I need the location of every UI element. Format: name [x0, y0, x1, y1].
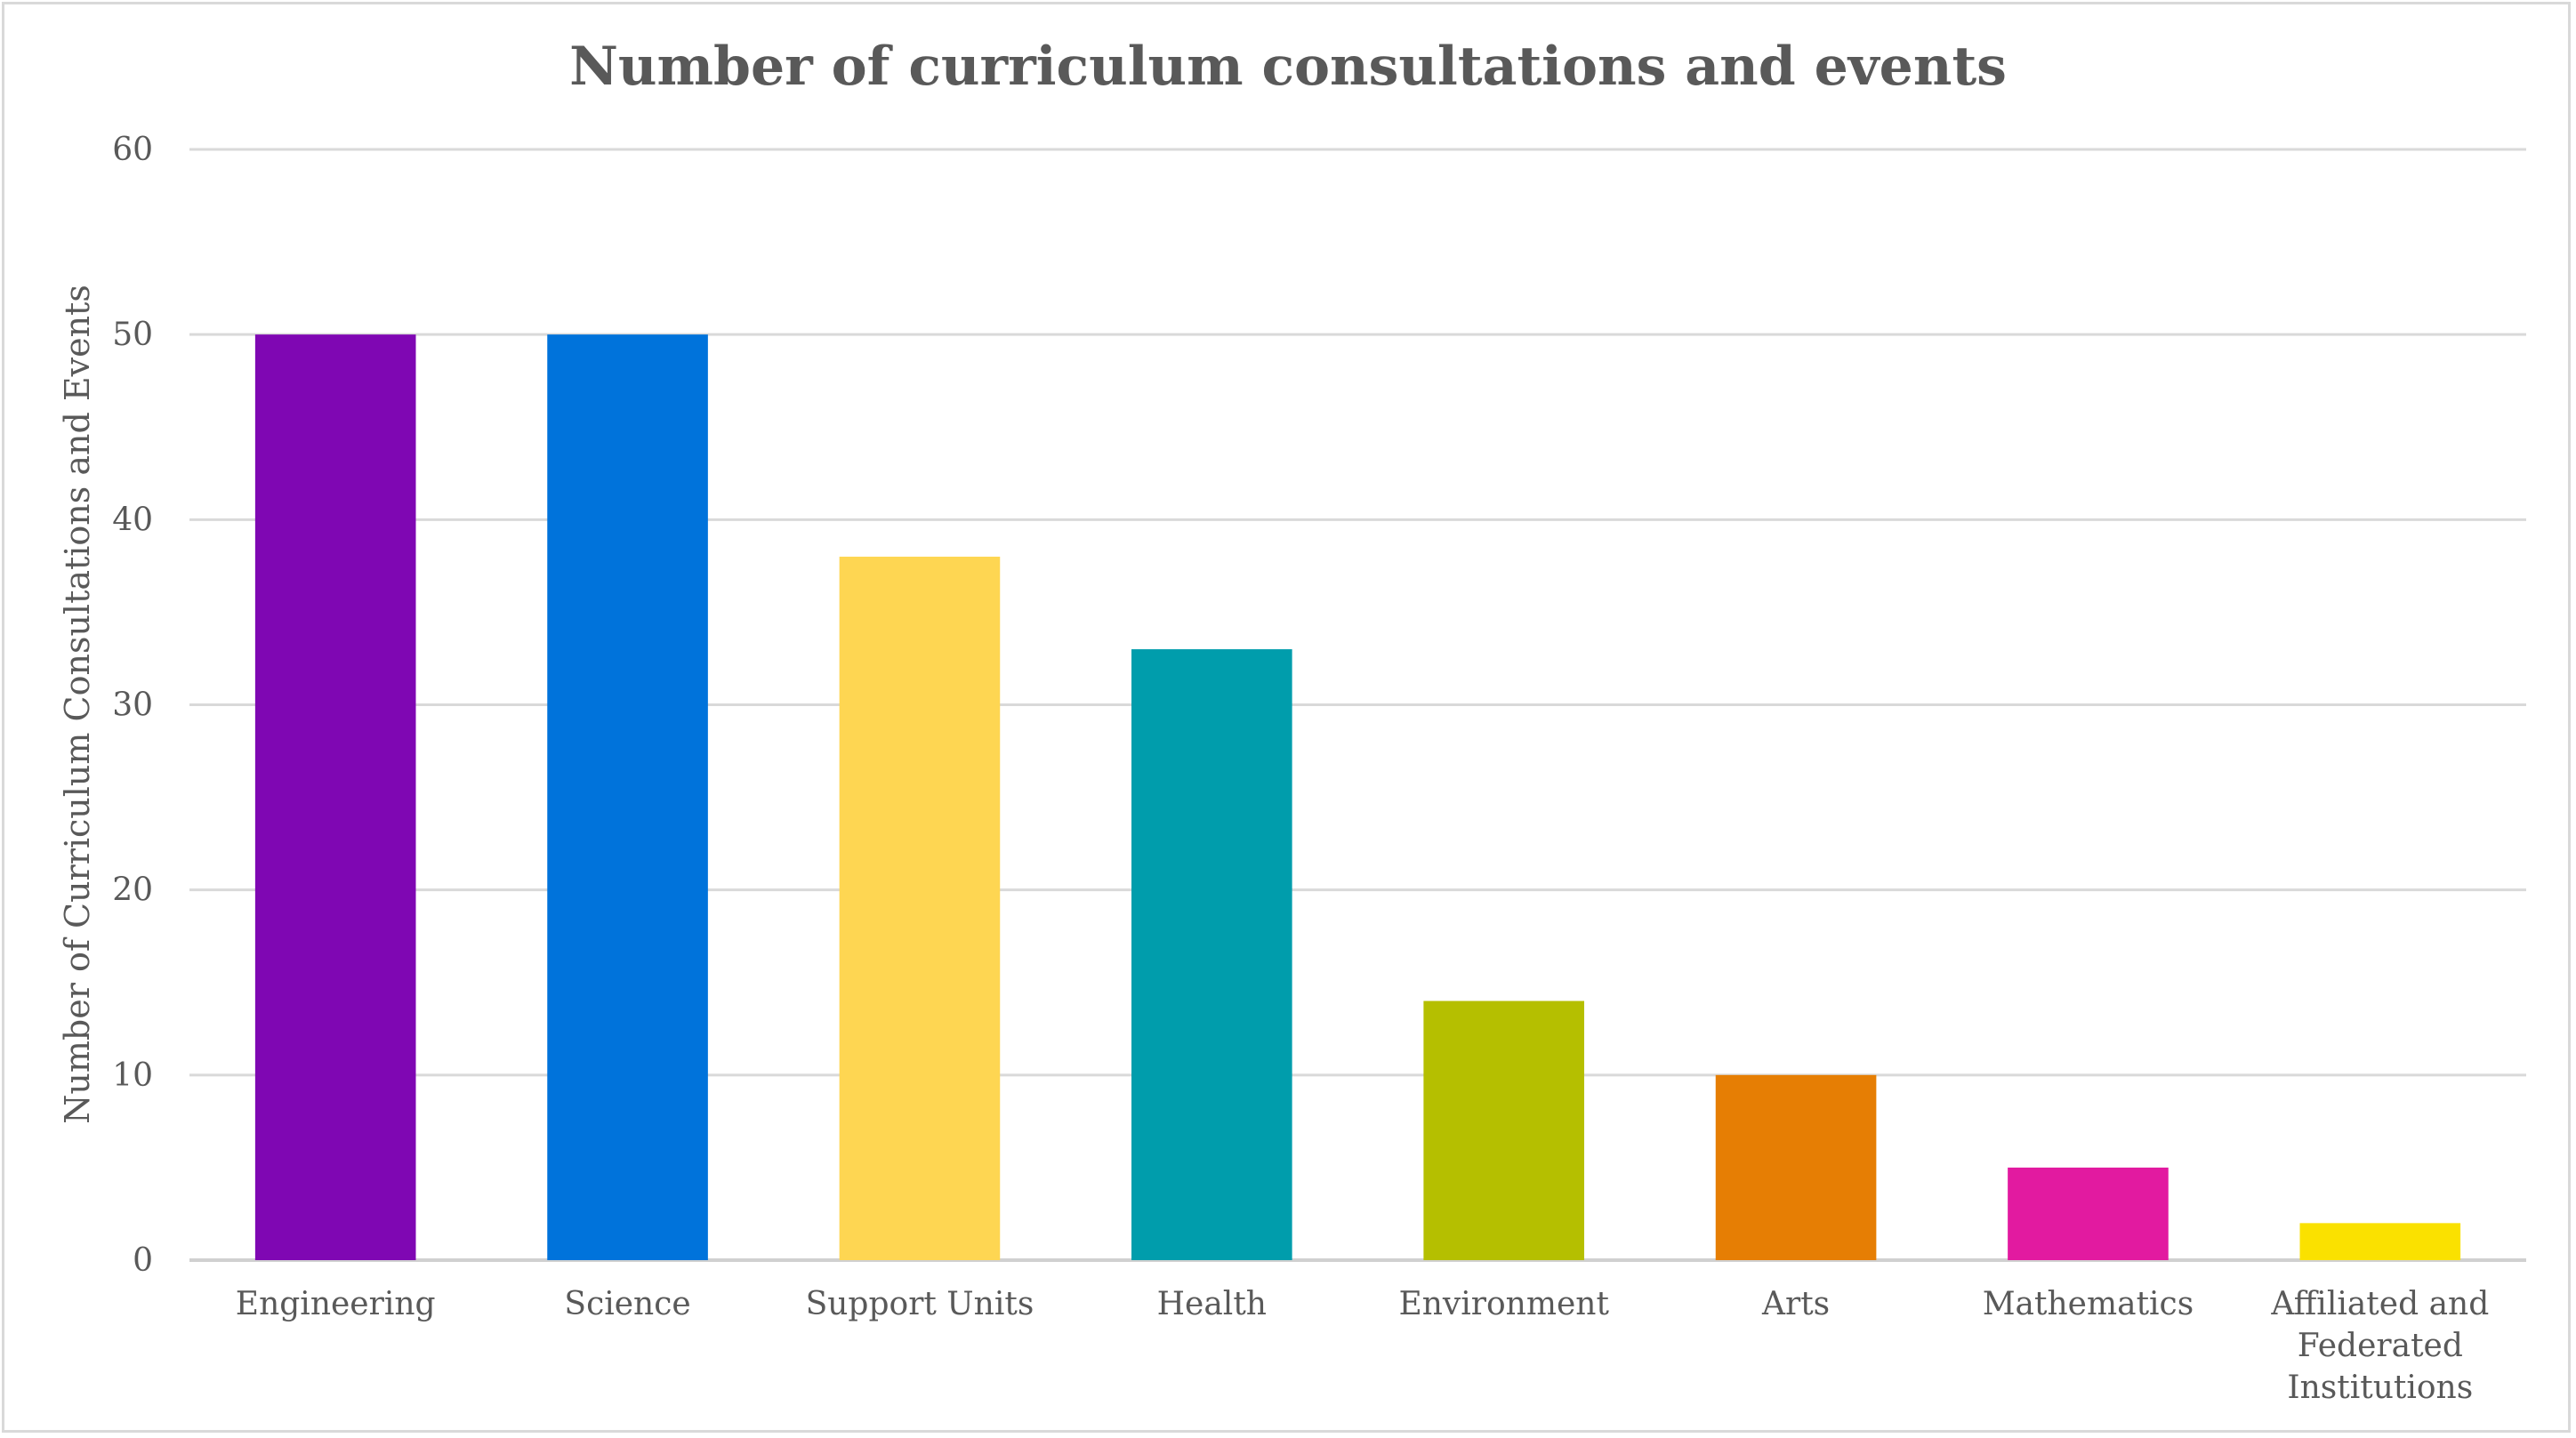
bar-arts [1715, 1074, 1877, 1260]
y-tick-label: 10 [112, 1057, 153, 1094]
y-tick-label: 0 [133, 1242, 153, 1279]
bar-health [1131, 649, 1292, 1260]
x-tick-label: Affiliated and [2270, 1286, 2489, 1322]
x-tick-label: Environment [1398, 1286, 1609, 1322]
y-tick-label: 20 [112, 872, 153, 909]
x-tick-label: Arts [1761, 1286, 1830, 1322]
y-tick-label: 30 [112, 687, 153, 724]
y-tick-label: 60 [112, 132, 153, 168]
x-tick-label: Science [564, 1286, 690, 1322]
chart-title: Number of curriculum consultations and e… [569, 36, 2007, 98]
bar-environment [1423, 1000, 1584, 1260]
y-tick-label: 50 [112, 317, 153, 353]
y-tick-label: 40 [112, 502, 153, 538]
bar-support-units [839, 556, 1001, 1260]
bar-engineering [254, 334, 416, 1261]
bar-science [547, 334, 708, 1261]
x-tick-label: Federated [2298, 1328, 2463, 1364]
bar-mathematics [2008, 1167, 2169, 1260]
x-tick-label: Mathematics [1983, 1286, 2194, 1322]
bar-affiliated-and-federated-institutions [2299, 1223, 2461, 1260]
x-tick-label: Institutions [2287, 1370, 2473, 1406]
x-tick-label: Support Units [806, 1286, 1034, 1322]
x-tick-label: Health [1157, 1286, 1267, 1322]
x-tick-label: Engineering [236, 1286, 436, 1322]
